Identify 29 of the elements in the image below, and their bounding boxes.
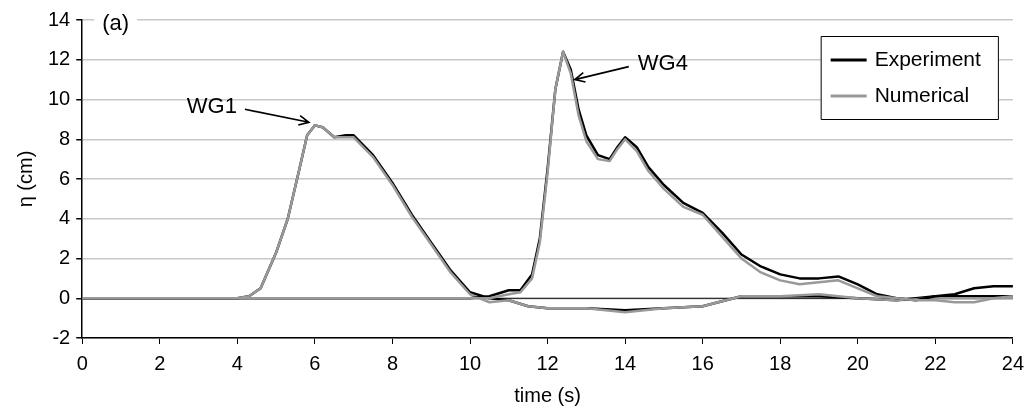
x-tick-label: 24: [1001, 351, 1024, 374]
y-tick-label: 10: [48, 87, 71, 110]
y-axis-title: η (cm): [13, 150, 36, 208]
legend-label: Numerical: [874, 82, 970, 106]
annotation: WG1: [186, 93, 237, 119]
x-tick-label: 18: [769, 351, 792, 374]
x-tick-label: 14: [613, 351, 637, 374]
y-tick-label: 4: [59, 206, 71, 229]
annotation: (a): [102, 10, 130, 36]
x-tick-label: 12: [536, 351, 559, 374]
y-tick-label: 2: [59, 246, 71, 269]
x-axis-title: time (s): [514, 383, 581, 406]
x-tick-label: 0: [76, 351, 88, 374]
y-tick-label: 6: [59, 166, 71, 189]
y-tick-label: 12: [48, 47, 71, 70]
y-tick-label: -2: [52, 325, 71, 348]
x-tick-label: 20: [846, 351, 869, 374]
y-tick-label: 8: [59, 126, 71, 149]
x-tick-label: 10: [458, 351, 482, 374]
x-tick-label: 8: [386, 351, 399, 374]
x-tick-label: 2: [154, 351, 166, 374]
y-tick-label: 14: [48, 7, 71, 30]
x-tick-label: 6: [309, 351, 321, 374]
x-tick-label: 16: [691, 351, 714, 374]
annotation: WG4: [637, 49, 688, 75]
legend-label: Experiment: [874, 46, 982, 70]
x-tick-label: 22: [924, 351, 947, 374]
x-tick-label: 4: [231, 351, 243, 374]
y-tick-label: 0: [59, 285, 71, 308]
